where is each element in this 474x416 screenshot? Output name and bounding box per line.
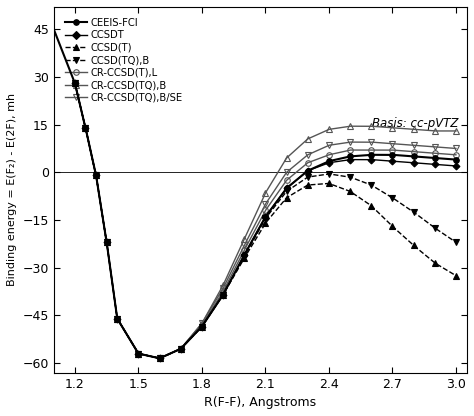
Legend: CEEIS-FCI, CCSDT, CCSD(T), CCSD(TQ),B, CR-CCSD(T),L, CR-CCSD(TQ),B, CR-CCSD(TQ),: CEEIS-FCI, CCSDT, CCSD(T), CCSD(TQ),B, C…: [63, 16, 185, 104]
Text: Basis: cc-pVTZ: Basis: cc-pVTZ: [372, 117, 458, 131]
X-axis label: R(F-F), Angstroms: R(F-F), Angstroms: [204, 396, 316, 409]
Y-axis label: Binding energy = E(F₂) - E(2F), mh: Binding energy = E(F₂) - E(2F), mh: [7, 93, 17, 286]
